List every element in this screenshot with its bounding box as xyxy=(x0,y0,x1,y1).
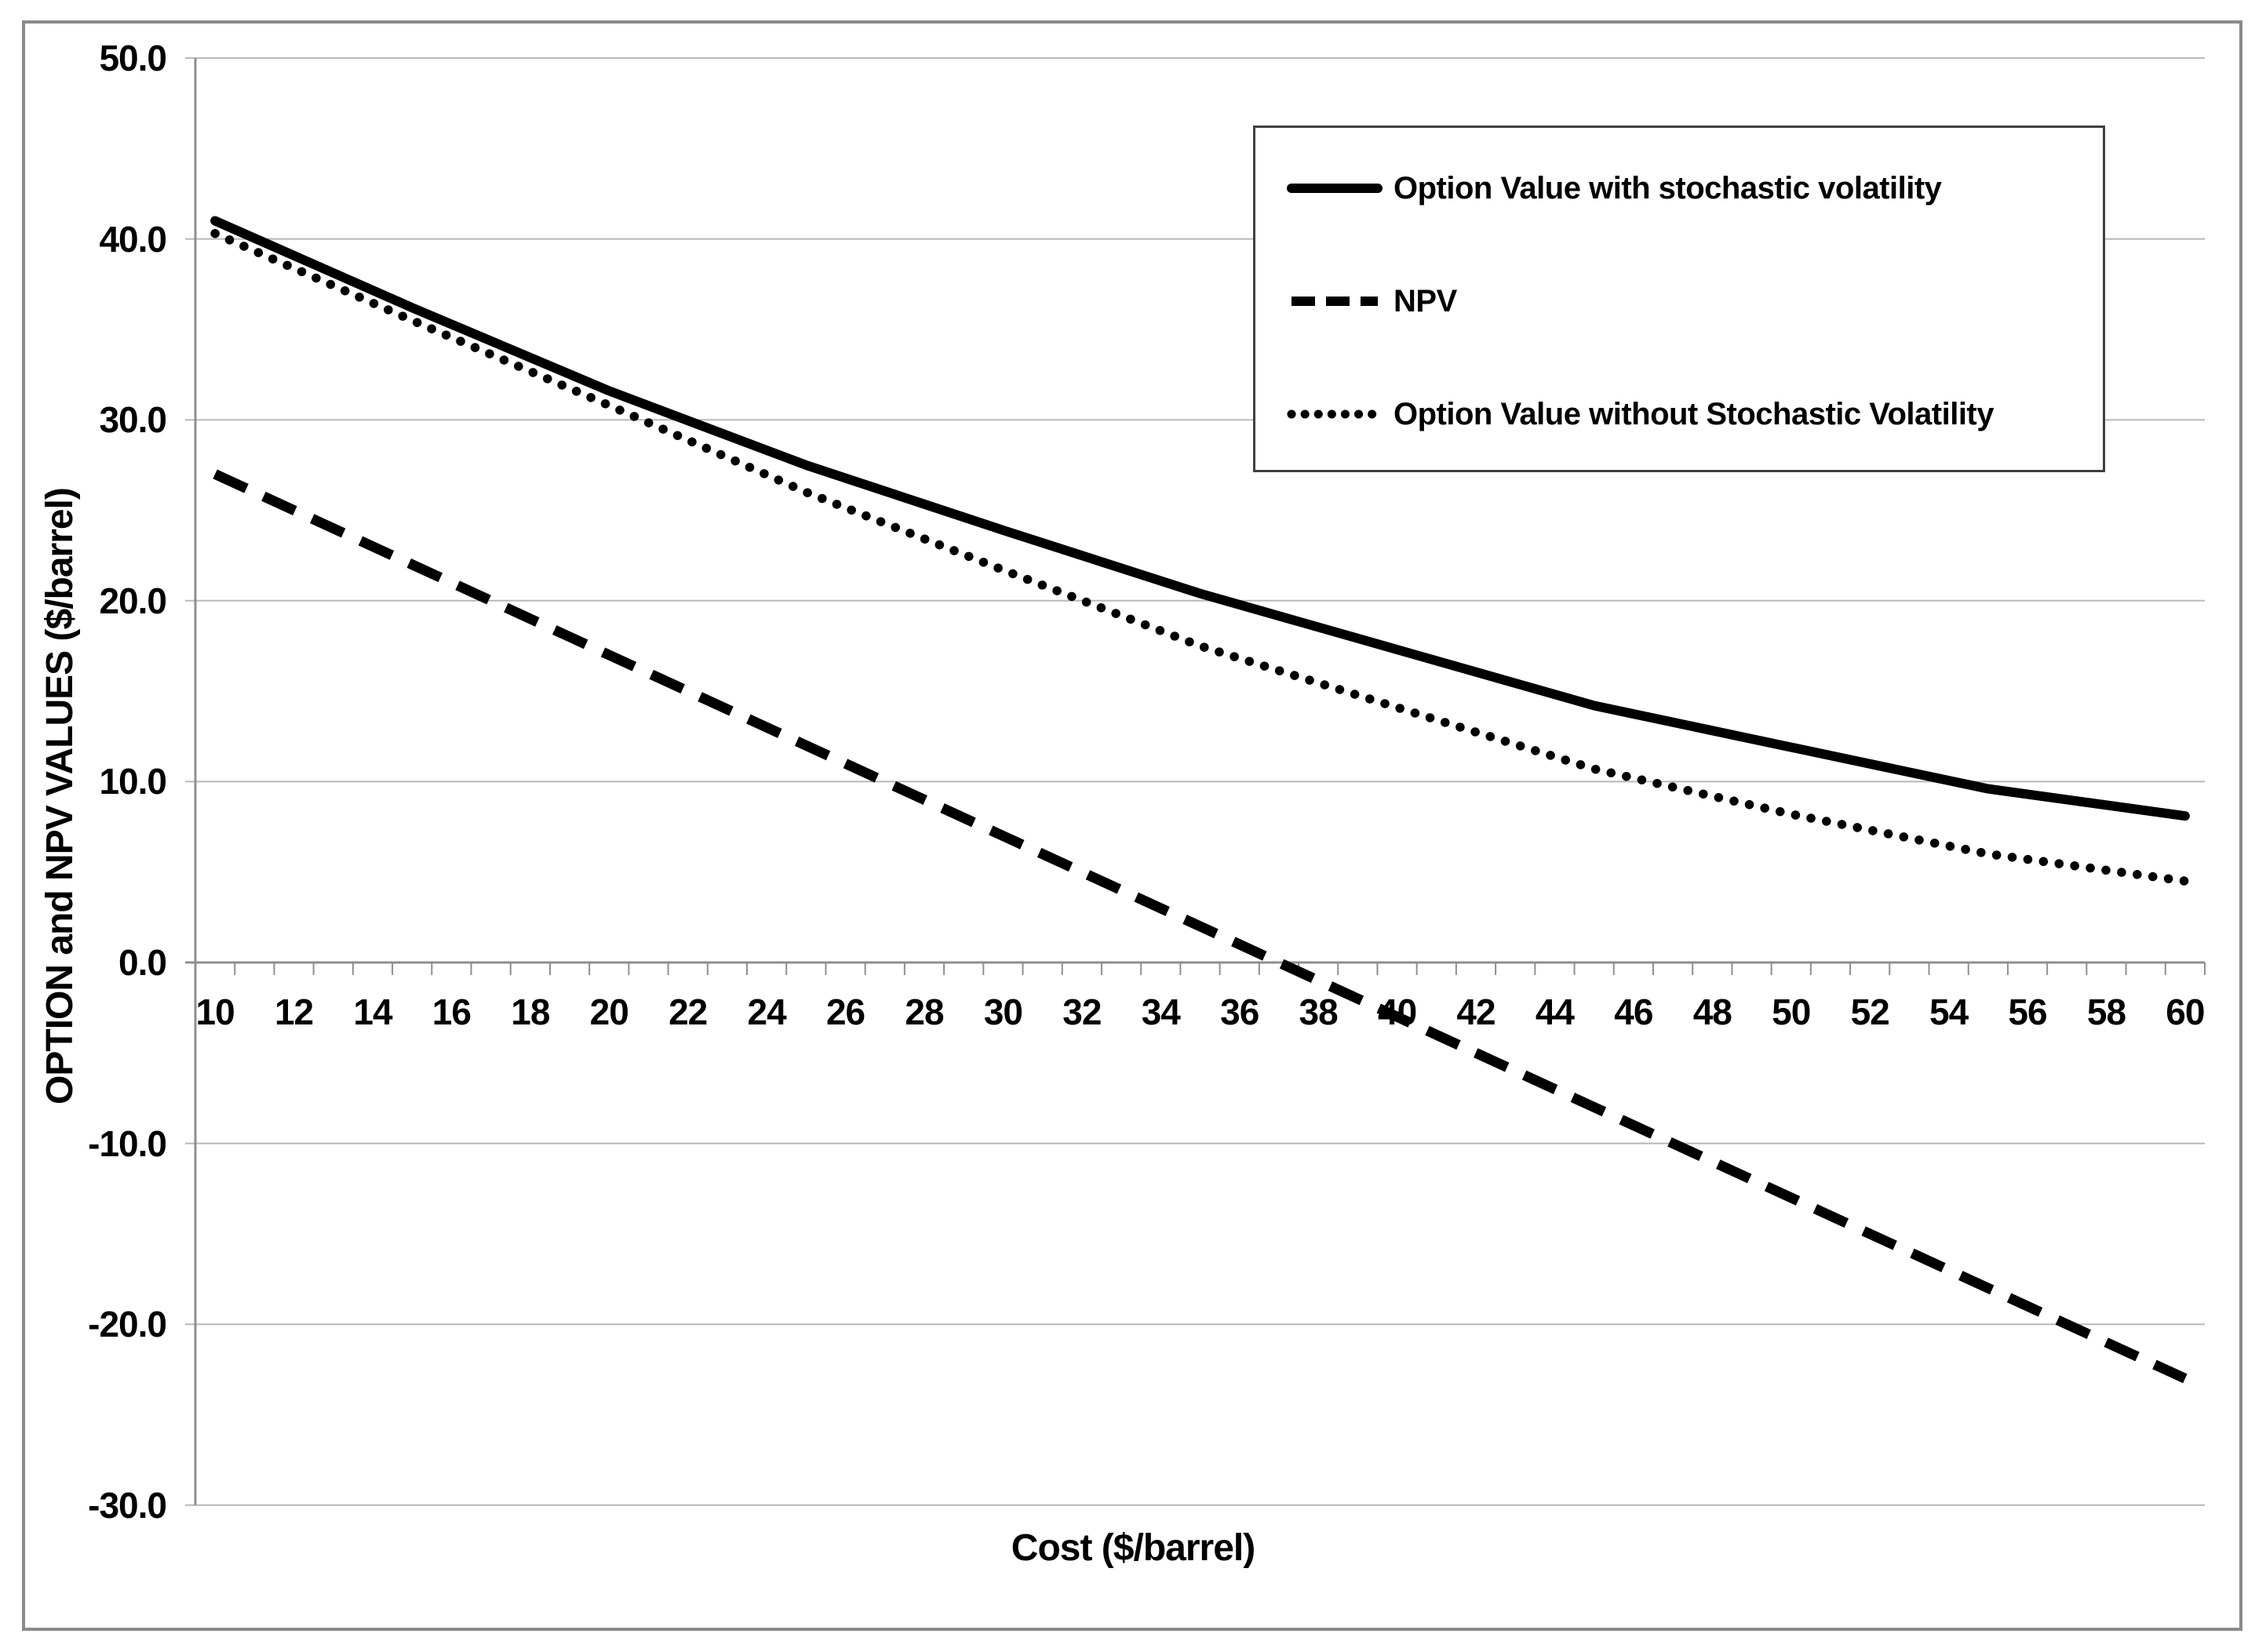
y-tick-label: 0.0 xyxy=(118,942,167,983)
x-tick-label: 50 xyxy=(1772,992,1811,1032)
x-tick-label: 56 xyxy=(2008,992,2047,1032)
x-tick-label: 18 xyxy=(511,992,550,1032)
x-tick-label: 42 xyxy=(1456,992,1495,1032)
legend-label: NPV xyxy=(1393,283,1457,318)
legend-line-sample-dashed-icon xyxy=(1291,297,1378,306)
y-tick-label: 20.0 xyxy=(99,580,167,621)
x-tick-label: 36 xyxy=(1220,992,1259,1032)
x-tick-label: 34 xyxy=(1141,992,1181,1032)
legend-item: Option Value with stochastic volatility xyxy=(1287,164,1942,213)
x-tick-label: 44 xyxy=(1535,992,1575,1032)
y-tick-label: -20.0 xyxy=(88,1304,167,1345)
y-tick-label: 30.0 xyxy=(99,399,167,441)
x-tick-label: 46 xyxy=(1614,992,1653,1032)
y-tick-label: 40.0 xyxy=(99,218,167,260)
y-tick-label: 50.0 xyxy=(99,38,167,78)
x-tick-label: 60 xyxy=(2166,992,2205,1032)
series-line-dotted xyxy=(210,228,2190,886)
x-tick-label: 54 xyxy=(1929,992,1969,1032)
x-tick-label: 48 xyxy=(1692,992,1732,1032)
x-tick-label: 20 xyxy=(589,992,629,1032)
x-tick-label: 14 xyxy=(353,992,392,1032)
y-tick-label: -10.0 xyxy=(88,1123,167,1164)
x-tick-label: 12 xyxy=(274,992,314,1032)
legend-line-sample-dotted-icon xyxy=(1287,409,1383,419)
y-tick-label: -30.0 xyxy=(88,1484,167,1526)
x-tick-label: 10 xyxy=(195,992,235,1032)
x-tick-label: 58 xyxy=(2086,992,2126,1032)
x-tick-label: 28 xyxy=(905,992,944,1032)
legend-line-sample-solid-icon xyxy=(1287,184,1383,193)
x-tick-label: 38 xyxy=(1299,992,1339,1032)
x-tick-label: 22 xyxy=(669,992,708,1032)
legend: Option Value with stochastic volatility … xyxy=(1253,126,2105,472)
legend-label: Option Value with stochastic volatility xyxy=(1393,170,1942,206)
x-tick-label: 32 xyxy=(1062,992,1102,1032)
legend-item: Option Value without Stochastic Volatili… xyxy=(1287,390,1995,438)
y-axis-title: OPTION and NPV VALUES ($/barrel) xyxy=(39,488,81,1104)
x-tick-label: 16 xyxy=(432,992,472,1032)
series-line-solid xyxy=(210,216,2190,821)
x-tick-label: 24 xyxy=(747,992,787,1032)
x-tick-label: 26 xyxy=(825,992,865,1032)
legend-label: Option Value without Stochastic Volatili… xyxy=(1393,396,1995,431)
series-line-dashed xyxy=(213,469,2188,1384)
x-tick-label: 30 xyxy=(983,992,1023,1032)
x-tick-label: 52 xyxy=(1850,992,1890,1032)
legend-item: NPV xyxy=(1287,277,1457,326)
y-tick-label: 10.0 xyxy=(99,761,167,802)
x-axis-title: Cost ($/barrel) xyxy=(1011,1527,1255,1569)
